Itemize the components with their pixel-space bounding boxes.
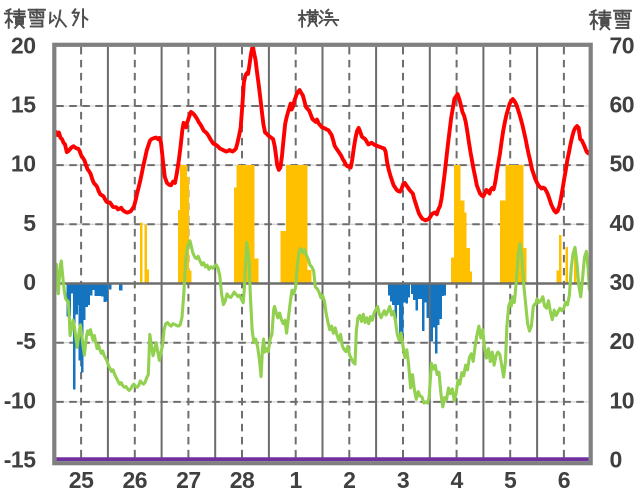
svg-text:5: 5: [23, 210, 36, 236]
svg-text:-10: -10: [4, 387, 36, 413]
svg-text:20: 20: [11, 32, 36, 58]
svg-text:15: 15: [11, 92, 36, 118]
svg-text:4: 4: [450, 467, 463, 493]
svg-text:-5: -5: [16, 328, 36, 354]
svg-text:30: 30: [610, 269, 635, 295]
svg-text:5: 5: [504, 467, 517, 493]
svg-text:28: 28: [230, 467, 255, 493]
svg-text:10: 10: [11, 151, 36, 177]
svg-text:-15: -15: [4, 447, 36, 473]
svg-text:40: 40: [610, 210, 635, 236]
svg-text:6: 6: [558, 467, 570, 493]
svg-text:1: 1: [290, 467, 303, 493]
svg-text:0: 0: [610, 447, 622, 473]
svg-text:0: 0: [23, 269, 35, 295]
svg-text:27: 27: [176, 467, 201, 493]
svg-text:3: 3: [397, 467, 409, 493]
svg-text:60: 60: [610, 92, 635, 118]
svg-text:50: 50: [610, 151, 635, 177]
svg-text:26: 26: [123, 467, 148, 493]
svg-text:25: 25: [69, 467, 94, 493]
svg-text:20: 20: [610, 328, 635, 354]
svg-text:2: 2: [343, 467, 355, 493]
svg-text:70: 70: [610, 32, 635, 58]
svg-text:10: 10: [610, 387, 635, 413]
